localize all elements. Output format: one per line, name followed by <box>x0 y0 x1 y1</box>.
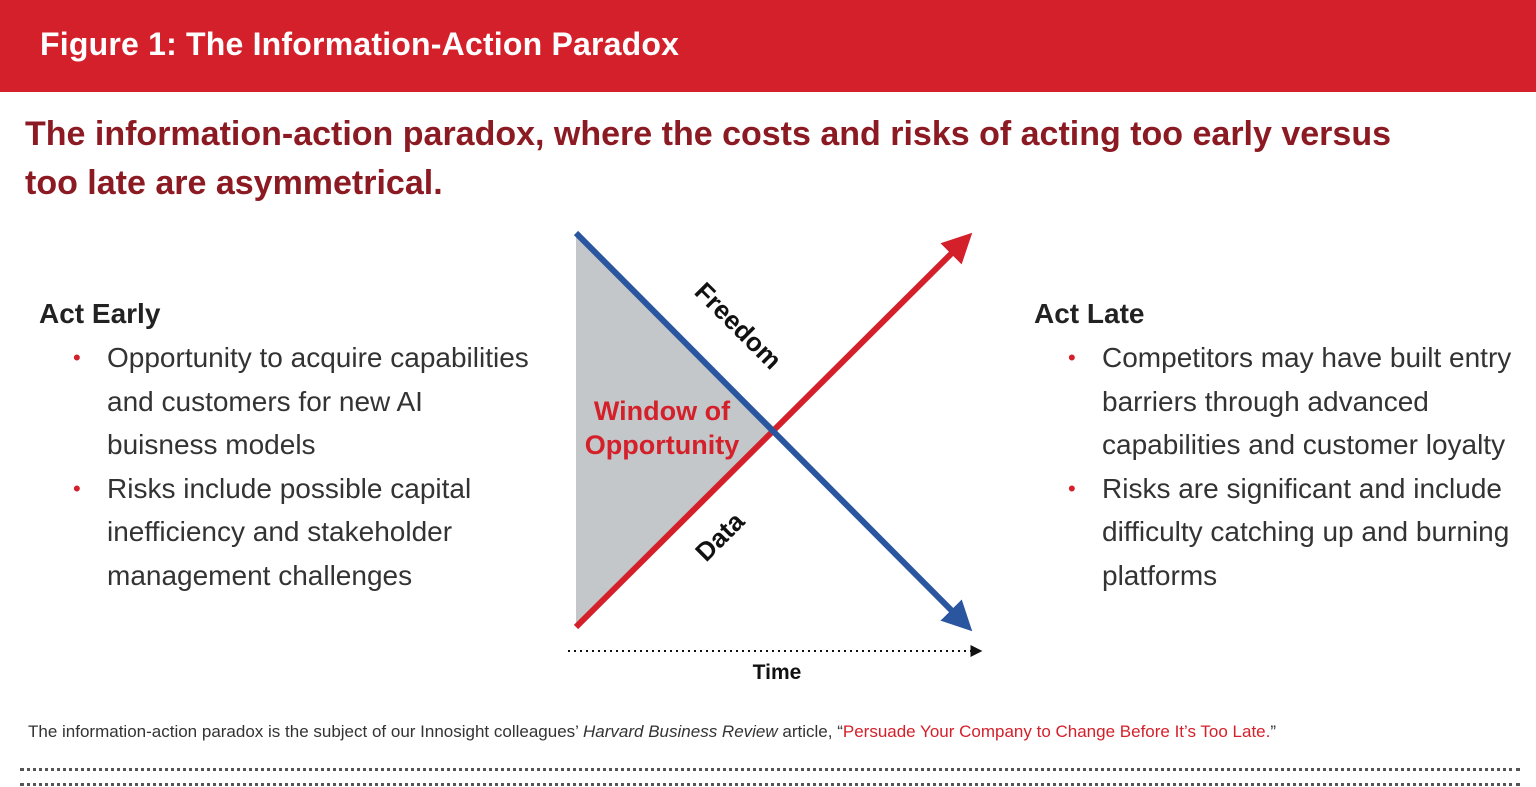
dotted-divider <box>20 783 1520 786</box>
act-late-list: • Competitors may have built entry barri… <box>1034 336 1534 597</box>
figure-title: Figure 1: The Information-Action Paradox <box>40 26 680 62</box>
footnote: The information-action paradox is the su… <box>28 722 1508 742</box>
footnote-middle: article, “ <box>777 722 843 741</box>
bullet-text: Risks include possible capital inefficie… <box>107 472 472 591</box>
paradox-diagram: Freedom Data Window of Opportunity Time <box>540 215 1020 695</box>
bullet-dot-icon: • <box>1068 475 1076 501</box>
header-banner: Figure 1: The Information-Action Paradox <box>0 0 1536 92</box>
dotted-divider <box>20 768 1520 771</box>
footnote-prefix: The information-action paradox is the su… <box>28 722 584 741</box>
act-late-column: Act Late • Competitors may have built en… <box>1034 296 1534 597</box>
bullet-dot-icon: • <box>73 345 81 370</box>
act-late-heading: Act Late <box>1034 298 1145 329</box>
window-label-line1: Window of <box>594 396 731 426</box>
footnote-suffix: ” <box>1270 722 1277 741</box>
time-label: Time <box>753 661 802 684</box>
article-link[interactable]: Persuade Your Company to Change Before I… <box>842 722 1271 741</box>
act-early-bullet: • Risks include possible capital ineffic… <box>39 467 539 598</box>
act-late-bullet: • Competitors may have built entry barri… <box>1034 336 1534 467</box>
bullet-text: Competitors may have built entry barrier… <box>1102 342 1512 460</box>
freedom-arrow <box>573 230 973 632</box>
bullet-text: Opportunity to acquire capabilities and … <box>107 342 529 460</box>
act-early-column: Act Early • Opportunity to acquire capab… <box>39 296 539 597</box>
act-early-bullet: • Opportunity to acquire capabilities an… <box>39 336 539 467</box>
footnote-publication: Harvard Business Review <box>583 722 778 741</box>
act-early-heading: Act Early <box>39 298 161 329</box>
window-label-line2: Opportunity <box>585 430 739 460</box>
bullet-dot-icon: • <box>73 475 81 501</box>
figure-subtitle: The information-action paradox, where th… <box>25 115 1391 202</box>
data-label: Data <box>689 506 750 567</box>
act-late-bullet: • Risks are significant and include diff… <box>1034 467 1534 598</box>
window-of-opportunity-area <box>576 234 776 627</box>
bullet-dot-icon: • <box>1068 345 1076 370</box>
paradox-diagram-svg: Freedom Data Window of Opportunity Time <box>568 230 983 684</box>
act-early-list: • Opportunity to acquire capabilities an… <box>39 336 539 597</box>
bullet-text: Risks are significant and include diffic… <box>1102 472 1510 591</box>
